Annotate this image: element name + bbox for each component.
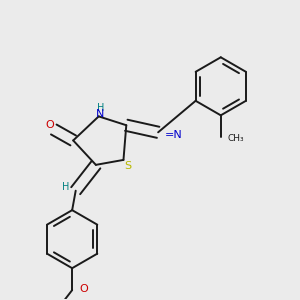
Text: H: H bbox=[62, 182, 70, 192]
Text: =N: =N bbox=[165, 130, 183, 140]
Text: H: H bbox=[97, 103, 104, 112]
Text: N: N bbox=[96, 109, 104, 119]
Text: O: O bbox=[46, 120, 55, 130]
Text: CH₃: CH₃ bbox=[227, 134, 244, 143]
Text: O: O bbox=[79, 284, 88, 294]
Text: S: S bbox=[124, 161, 131, 171]
